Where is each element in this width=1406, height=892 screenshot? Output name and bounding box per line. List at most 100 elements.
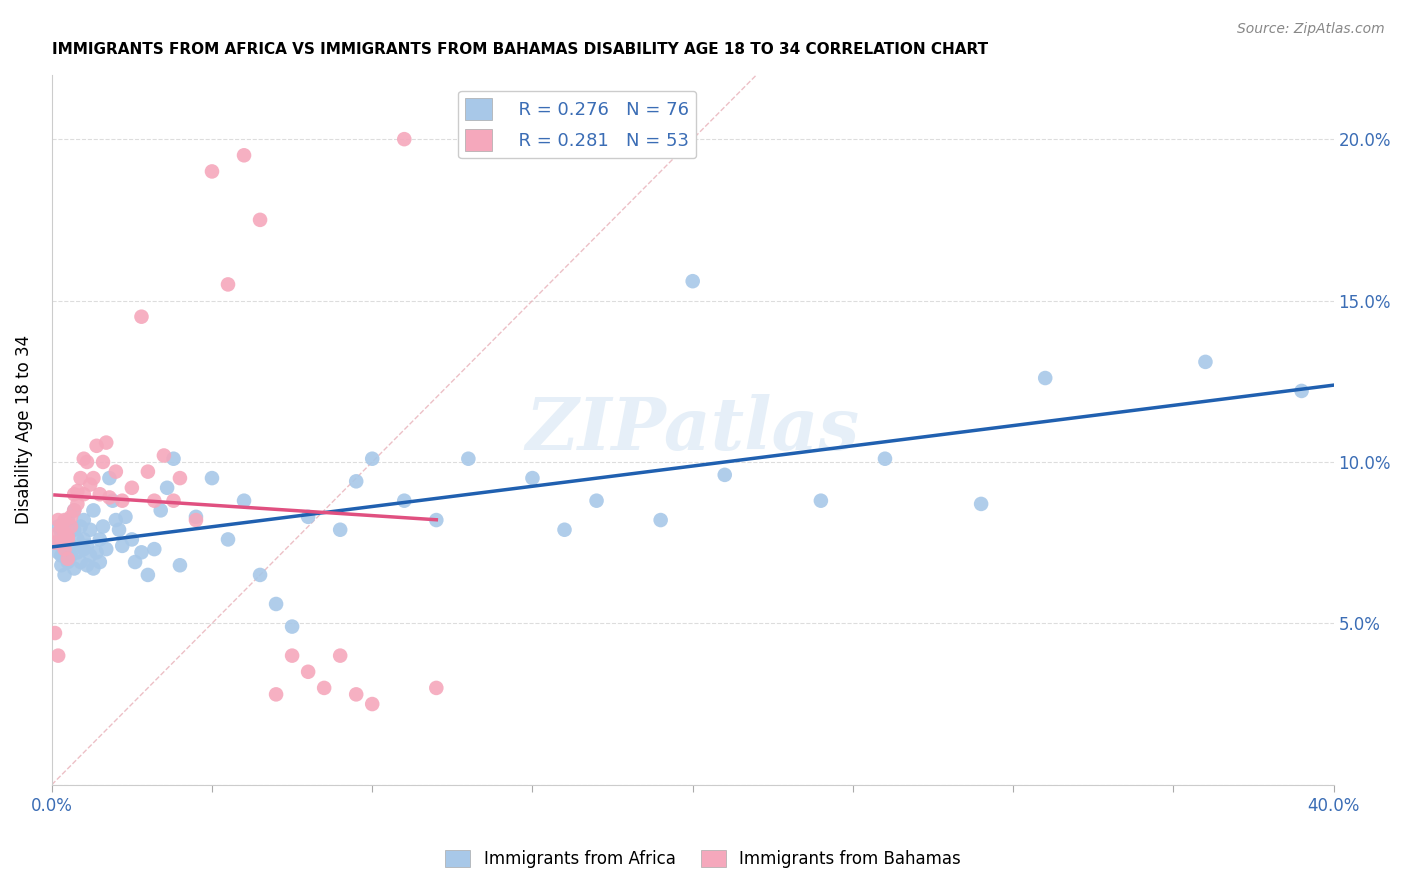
Point [121,481,143,495]
Point [69,471,91,485]
Point [249,212,271,227]
Point [713,467,735,482]
Point [143,493,166,508]
Point [143,542,166,557]
Point [46,648,69,663]
Point [111,493,134,508]
Point [233,148,256,162]
Point [522,471,544,485]
Point [56,551,79,566]
Legend: Immigrants from Africa, Immigrants from Bahamas: Immigrants from Africa, Immigrants from … [439,843,967,875]
Point [425,681,447,695]
Point [217,277,239,292]
Point [149,503,172,517]
Point [131,310,153,324]
Point [79,549,101,563]
Point [344,687,367,701]
Point [136,568,159,582]
Point [121,533,143,547]
Point [124,555,146,569]
Point [51,549,73,563]
Point [56,529,79,543]
Point [162,451,184,466]
Point [59,539,82,553]
Point [73,451,96,466]
Point [394,493,416,508]
Point [344,475,367,489]
Point [56,513,79,527]
Point [86,439,108,453]
Point [53,568,76,582]
Point [56,555,79,569]
Point [96,435,118,450]
Point [297,665,319,679]
Point [131,545,153,559]
Point [46,513,69,527]
Point [89,533,111,547]
Point [1194,355,1216,369]
Point [79,523,101,537]
Point [51,526,73,541]
Point [89,487,111,501]
Point [108,523,131,537]
Point [297,509,319,524]
Point [96,542,118,557]
Point [361,451,384,466]
Point [56,533,79,547]
Point [264,597,287,611]
Legend:   R = 0.276   N = 76,   R = 0.281   N = 53: R = 0.276 N = 76, R = 0.281 N = 53 [458,91,696,158]
Point [425,513,447,527]
Point [51,519,73,533]
Point [1033,371,1056,385]
Point [162,493,184,508]
Point [53,529,76,543]
Point [314,681,336,695]
Point [233,493,256,508]
Point [79,477,101,491]
Point [51,558,73,573]
Point [82,503,104,517]
Point [46,545,69,559]
Point [553,523,575,537]
Point [63,503,86,517]
Point [86,545,108,559]
Point [104,465,127,479]
Point [69,519,91,533]
Point [73,533,96,547]
Point [66,533,89,547]
Point [184,513,207,527]
Point [264,687,287,701]
Point [66,545,89,559]
Point [184,509,207,524]
Point [89,555,111,569]
Point [98,491,121,505]
Point [114,509,136,524]
Point [457,451,479,466]
Point [156,481,179,495]
Point [56,533,79,547]
Point [63,561,86,575]
Point [650,513,672,527]
Text: IMMIGRANTS FROM AFRICA VS IMMIGRANTS FROM BAHAMAS DISABILITY AGE 18 TO 34 CORREL: IMMIGRANTS FROM AFRICA VS IMMIGRANTS FRO… [52,42,988,57]
Point [682,274,704,288]
Point [169,471,191,485]
Point [281,648,304,663]
Point [585,493,607,508]
Point [59,549,82,563]
Point [44,535,66,549]
Point [69,555,91,569]
Point [76,539,98,553]
Point [76,455,98,469]
Point [104,513,127,527]
Point [329,523,352,537]
Point [76,558,98,573]
Point [53,542,76,557]
Point [44,535,66,549]
Point [59,519,82,533]
Point [91,455,114,469]
Point [249,568,271,582]
Point [63,503,86,517]
Point [98,471,121,485]
Point [810,493,832,508]
Point [329,648,352,663]
